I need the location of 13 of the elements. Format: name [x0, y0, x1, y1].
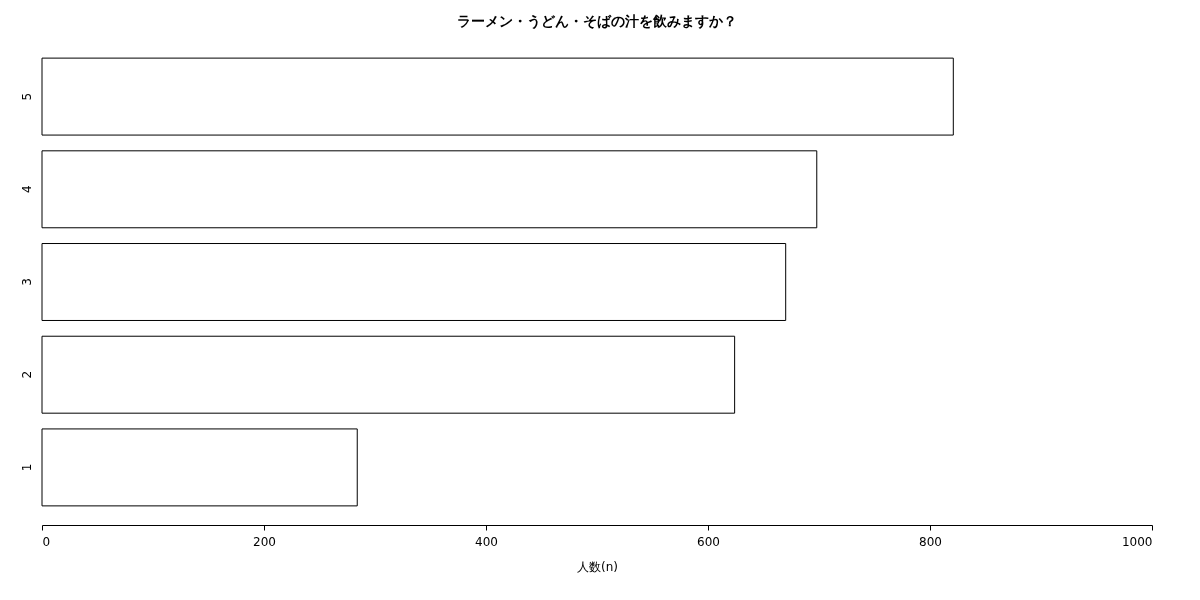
x-tick-label: 200	[253, 534, 276, 549]
x-tick-label: 0	[42, 534, 51, 549]
chart-title: ラーメン・うどん・そばの汁を飲みますか？	[457, 13, 737, 30]
x-axis-title: 人数(n)	[577, 559, 618, 574]
x-tick-label: 600	[697, 534, 720, 549]
x-tick-label: 1000	[1121, 534, 1153, 549]
x-tick-label: 800	[919, 534, 942, 549]
y-tick-label: 4	[19, 185, 34, 194]
y-tick-label: 1	[19, 463, 34, 472]
y-tick-label: 2	[19, 370, 34, 379]
x-tick-label: 400	[475, 534, 498, 549]
y-tick-label: 5	[19, 92, 34, 101]
y-tick-label: 3	[19, 278, 34, 286]
